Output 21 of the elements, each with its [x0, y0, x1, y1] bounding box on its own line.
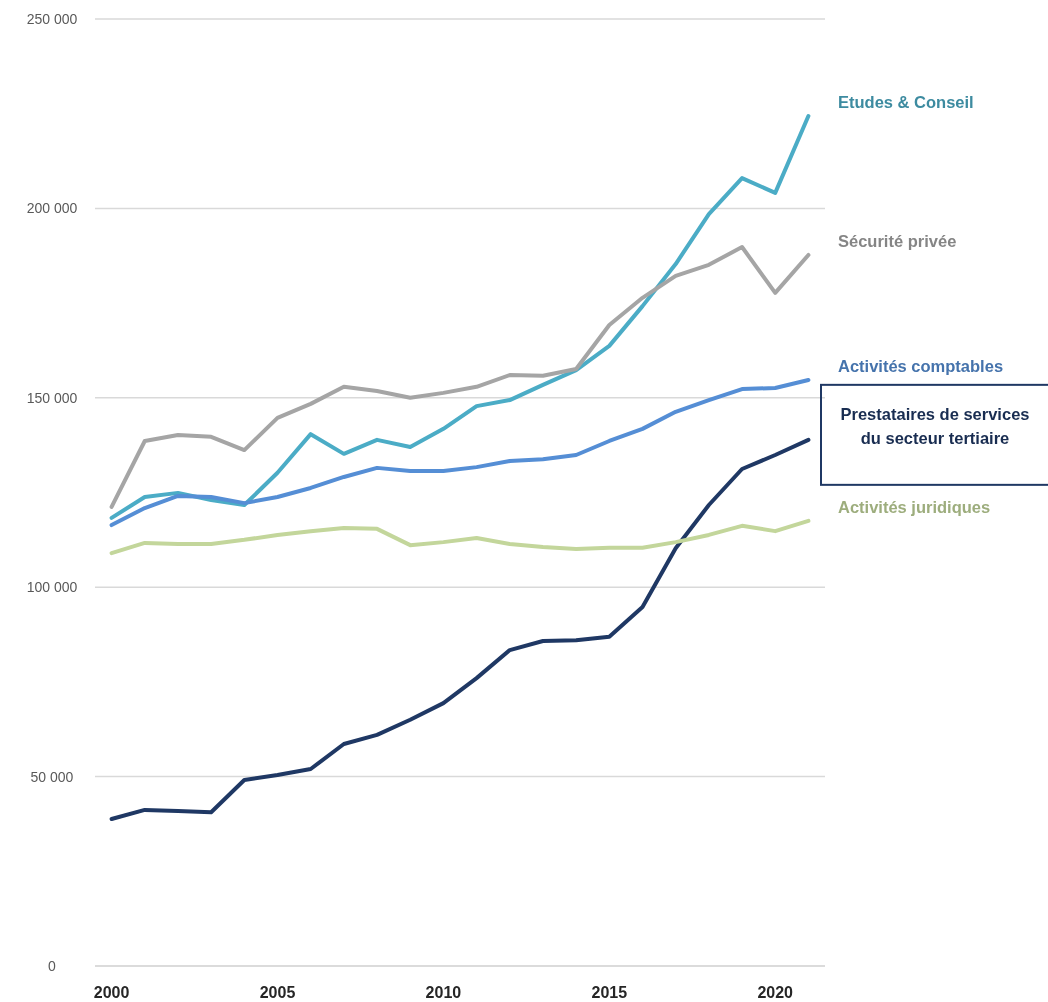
- series-label: Prestataires de services du secteur tertiaire: [840, 404, 1030, 447]
- line-series: [109, 113, 811, 520]
- y-tick-label: 0: [48, 958, 57, 974]
- series-label: Etudes & Conseil: [838, 92, 974, 111]
- x-tick-label: 2000: [93, 984, 130, 1001]
- x-tick-label: 2010: [425, 984, 462, 1001]
- series-label: Sécurité privée: [838, 231, 957, 250]
- x-tick-label: 2020: [757, 984, 794, 1001]
- y-tick-label: 50 000: [30, 768, 74, 785]
- x-tick-label: 2005: [259, 984, 296, 1001]
- line-series: [109, 518, 811, 556]
- line-series: [109, 437, 811, 822]
- y-tick-label: 100 000: [26, 579, 78, 596]
- line-series: [109, 245, 811, 509]
- line-series: [109, 378, 811, 528]
- y-tick-label: 150 000: [26, 389, 78, 406]
- series-label: Activités comptables: [838, 357, 1004, 375]
- y-tick-label: 200 000: [26, 200, 78, 217]
- x-tick-label: 2015: [591, 984, 628, 1001]
- series-label: Activités juridiques: [838, 497, 991, 516]
- y-tick-label: 250 000: [26, 11, 78, 27]
